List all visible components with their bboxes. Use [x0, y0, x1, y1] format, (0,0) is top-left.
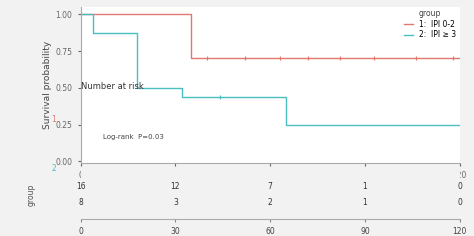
Legend: 1:  IPI 0-2, 2:  IPI ≥ 3: 1: IPI 0-2, 2: IPI ≥ 3 — [403, 9, 456, 39]
Y-axis label: Survival probability: Survival probability — [44, 41, 53, 129]
Text: 3: 3 — [173, 198, 178, 207]
Text: 16: 16 — [76, 182, 85, 191]
Text: 1: 1 — [363, 198, 367, 207]
Text: Log-rank  P=0.03: Log-rank P=0.03 — [103, 134, 164, 140]
Text: 8: 8 — [78, 198, 83, 207]
Text: 1: 1 — [363, 182, 367, 191]
Text: 7: 7 — [268, 182, 273, 191]
Text: 2: 2 — [268, 198, 273, 207]
Text: 2: 2 — [52, 164, 56, 173]
Text: group: group — [27, 184, 36, 206]
Text: 0: 0 — [457, 182, 462, 191]
Text: 0: 0 — [457, 198, 462, 207]
Text: Number at risk: Number at risk — [81, 82, 143, 91]
Text: 12: 12 — [171, 182, 180, 191]
X-axis label: OS(months): OS(months) — [243, 183, 297, 192]
Text: 1: 1 — [52, 115, 56, 124]
